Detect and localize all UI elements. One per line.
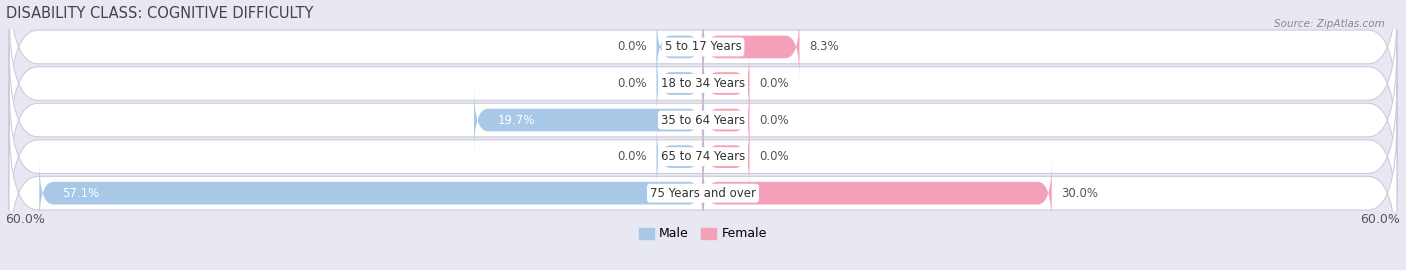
Text: Source: ZipAtlas.com: Source: ZipAtlas.com: [1274, 19, 1385, 29]
Text: 0.0%: 0.0%: [759, 77, 789, 90]
Text: 19.7%: 19.7%: [498, 114, 534, 127]
Text: 5 to 17 Years: 5 to 17 Years: [665, 40, 741, 53]
FancyBboxPatch shape: [8, 119, 1398, 268]
Text: 35 to 64 Years: 35 to 64 Years: [661, 114, 745, 127]
FancyBboxPatch shape: [8, 45, 1398, 195]
Text: 60.0%: 60.0%: [6, 213, 45, 226]
FancyBboxPatch shape: [474, 87, 703, 153]
FancyBboxPatch shape: [8, 82, 1398, 231]
Text: 0.0%: 0.0%: [617, 150, 647, 163]
Text: 18 to 34 Years: 18 to 34 Years: [661, 77, 745, 90]
Text: 30.0%: 30.0%: [1062, 187, 1098, 200]
FancyBboxPatch shape: [657, 124, 703, 189]
Text: 0.0%: 0.0%: [759, 150, 789, 163]
Text: 60.0%: 60.0%: [1361, 213, 1400, 226]
FancyBboxPatch shape: [8, 0, 1398, 122]
Text: 57.1%: 57.1%: [62, 187, 100, 200]
Text: 0.0%: 0.0%: [759, 114, 789, 127]
FancyBboxPatch shape: [8, 9, 1398, 158]
FancyBboxPatch shape: [703, 51, 749, 116]
Text: 0.0%: 0.0%: [617, 77, 647, 90]
FancyBboxPatch shape: [703, 14, 800, 79]
Text: 0.0%: 0.0%: [617, 40, 647, 53]
FancyBboxPatch shape: [657, 14, 703, 79]
FancyBboxPatch shape: [39, 161, 703, 226]
Text: 75 Years and over: 75 Years and over: [650, 187, 756, 200]
FancyBboxPatch shape: [703, 161, 1052, 226]
Text: 65 to 74 Years: 65 to 74 Years: [661, 150, 745, 163]
Text: 8.3%: 8.3%: [808, 40, 838, 53]
Text: DISABILITY CLASS: COGNITIVE DIFFICULTY: DISABILITY CLASS: COGNITIVE DIFFICULTY: [6, 6, 314, 21]
FancyBboxPatch shape: [657, 51, 703, 116]
FancyBboxPatch shape: [703, 124, 749, 189]
Legend: Male, Female: Male, Female: [634, 222, 772, 245]
FancyBboxPatch shape: [703, 87, 749, 153]
